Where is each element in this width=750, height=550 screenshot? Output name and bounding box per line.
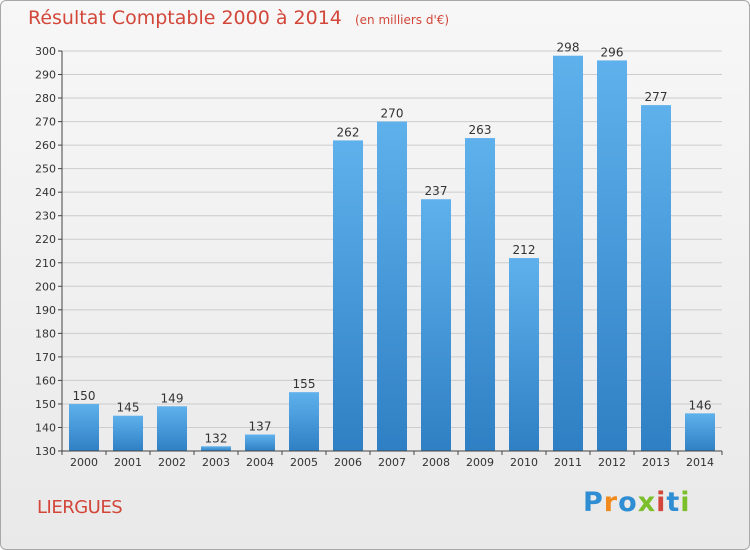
x-tick-label: 2010	[510, 456, 538, 469]
logo-letter: i	[656, 487, 667, 518]
x-tick-label: 2002	[158, 456, 186, 469]
x-tick-label: 2007	[378, 456, 406, 469]
bar-value-label: 277	[645, 90, 668, 104]
x-tick-label: 2008	[422, 456, 450, 469]
x-tick-label: 2009	[466, 456, 494, 469]
y-tick-label: 250	[35, 163, 56, 176]
bar-2012	[597, 60, 627, 451]
bar-2008	[421, 199, 451, 451]
bar-value-label: 262	[337, 125, 360, 139]
chart-title: Résultat Comptable 2000 à 2014	[28, 7, 342, 29]
bar-value-label: 212	[513, 243, 536, 257]
y-tick-label: 260	[35, 139, 56, 152]
bar-value-label: 132	[205, 431, 228, 445]
y-tick-label: 130	[35, 445, 56, 458]
y-tick-label: 210	[35, 257, 56, 270]
x-tick-label: 2006	[334, 456, 362, 469]
logo-letter: P	[583, 487, 604, 518]
bar-value-label: 150	[73, 389, 96, 403]
bar-2000	[69, 403, 99, 451]
bar-value-label: 263	[469, 123, 492, 137]
x-tick-label: 2011	[554, 456, 582, 469]
logo-letter: i	[680, 487, 691, 518]
x-tick-label: 2005	[290, 456, 318, 469]
bar-2014	[685, 413, 715, 451]
bar-value-label: 145	[117, 401, 140, 415]
y-tick-label: 300	[35, 45, 56, 58]
y-tick-label: 220	[35, 233, 56, 246]
bar-value-label: 155	[293, 377, 316, 391]
x-tick-label: 2004	[246, 456, 274, 469]
y-tick-label: 180	[35, 327, 56, 340]
y-tick-label: 280	[35, 92, 56, 105]
bar-2011	[553, 55, 583, 452]
y-tick-label: 200	[35, 280, 56, 293]
logo-letter: t	[666, 487, 681, 518]
chart-unit: (en milliers d'€)	[354, 13, 450, 27]
bar-2004	[245, 434, 275, 451]
bar-2010	[509, 258, 539, 451]
bar-2001	[113, 415, 143, 451]
bar-value-label: 296	[601, 45, 624, 59]
x-tick-label: 2012	[598, 456, 626, 469]
y-tick-label: 240	[35, 186, 56, 199]
y-tick-label: 270	[35, 116, 56, 129]
bar-2007	[377, 121, 407, 452]
bar-value-label: 149	[161, 391, 184, 405]
bar-2002	[157, 406, 187, 451]
bar-value-label: 137	[249, 420, 272, 434]
y-tick-label: 290	[35, 69, 56, 82]
x-tick-label: 2001	[114, 456, 142, 469]
y-tick-label: 190	[35, 304, 56, 317]
y-tick-label: 140	[35, 421, 56, 434]
commune-name: LIERGUES	[37, 497, 123, 518]
bar-value-label: 146	[689, 398, 712, 412]
bar-2003	[201, 446, 231, 451]
bar-2005	[289, 392, 319, 451]
bar-2009	[465, 138, 495, 451]
x-tick-label: 2014	[686, 456, 714, 469]
bars: 150 145 149 132 137 155 262 270 237 263 212 298 296 2…	[69, 41, 715, 452]
chart-title-block: Résultat Comptable 2000 à 2014 (en milli…	[28, 7, 449, 29]
bar-value-label: 237	[425, 184, 448, 198]
bar-value-label: 270	[381, 107, 404, 121]
bar-2006	[333, 140, 363, 452]
x-tick-label: 2013	[642, 456, 670, 469]
y-tick-label: 170	[35, 351, 56, 364]
y-tick-label: 230	[35, 210, 56, 223]
y-tick-label: 160	[35, 374, 56, 387]
logo-letter: x	[637, 487, 657, 518]
x-tick-label: 2000	[70, 456, 98, 469]
axes: 130 140 150 160 170 180 190 200 210 220 230 240 250 2…	[35, 45, 723, 469]
proxiti-logo: Proxiti	[583, 487, 691, 518]
bar-2013	[641, 105, 671, 451]
x-tick-label: 2003	[202, 456, 230, 469]
logo-letter: o	[618, 487, 638, 518]
logo-letter: r	[603, 487, 619, 518]
y-tick-label: 150	[35, 398, 56, 411]
bar-value-label: 298	[557, 41, 580, 55]
